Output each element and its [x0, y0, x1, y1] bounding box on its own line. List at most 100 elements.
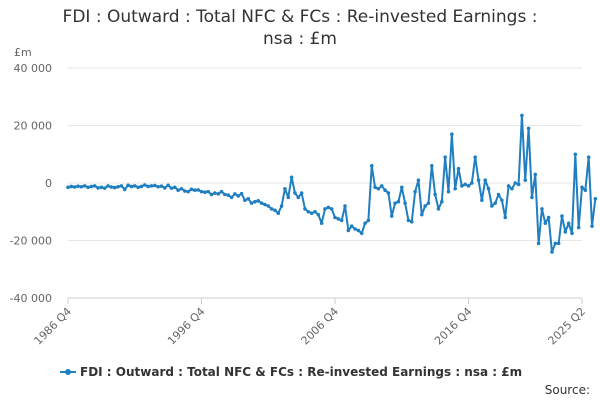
data-point	[473, 155, 477, 159]
series-layer	[66, 113, 598, 254]
data-point	[540, 207, 544, 211]
chart-title: FDI : Outward : Total NFC & FCs : Re-inv…	[20, 6, 580, 50]
data-point	[269, 207, 274, 211]
data-point	[413, 189, 417, 194]
data-point	[336, 217, 341, 221]
data-point	[146, 184, 150, 189]
data-point	[573, 152, 578, 157]
data-point	[119, 184, 124, 188]
data-point	[363, 221, 367, 226]
data-point	[206, 189, 210, 194]
data-point	[386, 191, 391, 195]
data-point	[319, 221, 324, 226]
data-point	[440, 199, 444, 204]
x-tick-label: 1996 Q4	[165, 305, 208, 348]
data-point	[253, 199, 257, 204]
data-point	[109, 185, 114, 189]
data-point	[506, 184, 511, 188]
data-point	[266, 204, 271, 208]
data-point	[229, 195, 234, 200]
data-point	[219, 189, 224, 194]
data-point	[76, 184, 80, 188]
y-axis-ticks: 40 000 20 000 0 -20 000 -40 000	[10, 62, 52, 305]
legend[interactable]: FDI : Outward : Total NFC & FCs : Re-inv…	[60, 365, 522, 379]
data-point	[416, 178, 421, 182]
data-point	[546, 215, 551, 220]
data-point	[156, 184, 160, 189]
data-point	[406, 218, 411, 223]
data-point	[199, 189, 204, 194]
data-point	[326, 205, 331, 210]
data-point	[129, 184, 134, 189]
data-point	[193, 188, 197, 192]
data-point	[533, 172, 538, 177]
x-tick-label: 2006 Q4	[299, 305, 342, 348]
data-point	[453, 186, 457, 191]
data-point	[243, 198, 247, 203]
data-point	[419, 212, 424, 217]
data-point	[176, 188, 180, 192]
data-point	[223, 192, 227, 197]
data-point	[339, 218, 344, 223]
data-point	[72, 185, 77, 189]
data-point	[396, 199, 401, 204]
data-point	[183, 189, 187, 193]
y-axis-unit-label: £m	[14, 46, 32, 59]
data-point	[116, 184, 120, 189]
data-point	[576, 225, 581, 230]
data-point	[136, 185, 140, 190]
data-point	[122, 187, 127, 192]
data-point	[186, 189, 190, 194]
legend-label: FDI : Outward : Total NFC & FCs : Re-inv…	[80, 365, 523, 379]
data-point	[446, 189, 451, 194]
y-tick-label: -20 000	[10, 235, 52, 248]
data-point	[393, 201, 397, 205]
data-point	[309, 211, 314, 215]
data-point	[96, 186, 100, 190]
data-point	[196, 188, 200, 192]
data-point	[466, 184, 471, 188]
data-point	[389, 214, 394, 218]
data-point	[173, 185, 177, 190]
data-point	[399, 185, 404, 190]
data-point	[383, 188, 387, 192]
legend-swatch-icon	[60, 369, 76, 375]
data-point	[409, 220, 414, 224]
data-point	[283, 186, 287, 191]
data-point	[580, 185, 584, 190]
data-point	[476, 178, 481, 182]
data-point	[233, 192, 237, 196]
data-point	[126, 183, 130, 188]
data-point	[106, 184, 110, 188]
data-point	[213, 191, 217, 195]
x-tick-label: 2016 Q4	[432, 305, 475, 348]
data-point	[209, 192, 214, 197]
data-point	[510, 186, 514, 191]
data-point	[426, 201, 431, 205]
data-point	[373, 185, 377, 190]
data-point	[149, 184, 154, 188]
data-point	[593, 197, 598, 201]
data-point	[563, 230, 568, 234]
data-point	[543, 221, 548, 226]
y-tick-label: 20 000	[14, 120, 53, 133]
source-label: Source:	[544, 383, 590, 397]
data-point	[443, 155, 447, 159]
data-point	[536, 241, 541, 246]
data-point	[276, 211, 281, 215]
data-point	[570, 231, 574, 236]
data-point	[526, 126, 531, 131]
data-point	[556, 241, 561, 246]
data-point	[139, 184, 144, 189]
data-point	[369, 163, 374, 168]
data-point	[256, 199, 261, 203]
data-point	[463, 182, 467, 187]
data-point	[99, 185, 104, 190]
data-point	[86, 185, 90, 190]
data-point	[152, 183, 157, 188]
data-point	[102, 186, 107, 190]
data-point	[403, 201, 407, 205]
data-point	[560, 214, 564, 218]
data-point	[306, 209, 311, 214]
data-point	[299, 191, 304, 195]
